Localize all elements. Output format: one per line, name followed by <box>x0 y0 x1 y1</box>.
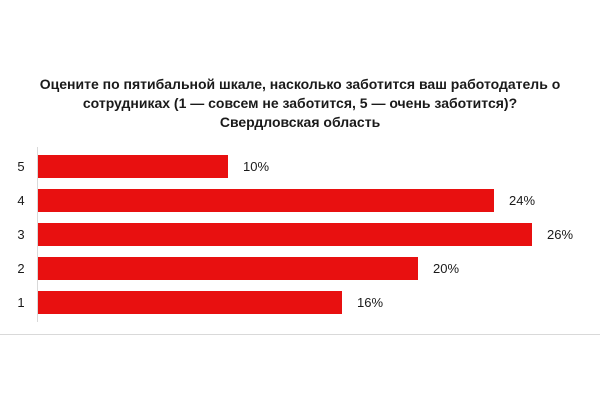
bar <box>38 291 342 314</box>
bar-row: 5 10% <box>0 155 600 178</box>
value-label: 10% <box>243 159 270 174</box>
bar-row: 3 26% <box>0 223 600 246</box>
chart-title-line-2: сотрудниках (1 — совсем не заботится, 5 … <box>82 95 518 111</box>
bar-row: 2 20% <box>0 257 600 280</box>
value-label: 16% <box>357 295 384 310</box>
category-label: 2 <box>17 261 25 276</box>
value-label: 26% <box>547 227 574 242</box>
chart-title: Оцените по пятибальной шкале, насколько … <box>25 75 575 132</box>
value-label: 20% <box>433 261 460 276</box>
bar <box>38 257 418 280</box>
bar <box>38 189 494 212</box>
bar <box>38 155 228 178</box>
bar-row: 1 16% <box>0 291 600 314</box>
chart-title-line-3: Свердловская область <box>219 114 381 130</box>
y-axis-line <box>37 147 38 322</box>
category-label: 5 <box>17 159 25 174</box>
category-label: 1 <box>17 295 25 310</box>
bottom-divider-line <box>0 334 600 335</box>
chart-title-line-1: Оцените по пятибальной шкале, насколько … <box>39 76 561 92</box>
category-label: 4 <box>17 193 25 208</box>
category-label: 3 <box>17 227 25 242</box>
bar-row: 4 24% <box>0 189 600 212</box>
value-label: 24% <box>509 193 536 208</box>
bar <box>38 223 532 246</box>
